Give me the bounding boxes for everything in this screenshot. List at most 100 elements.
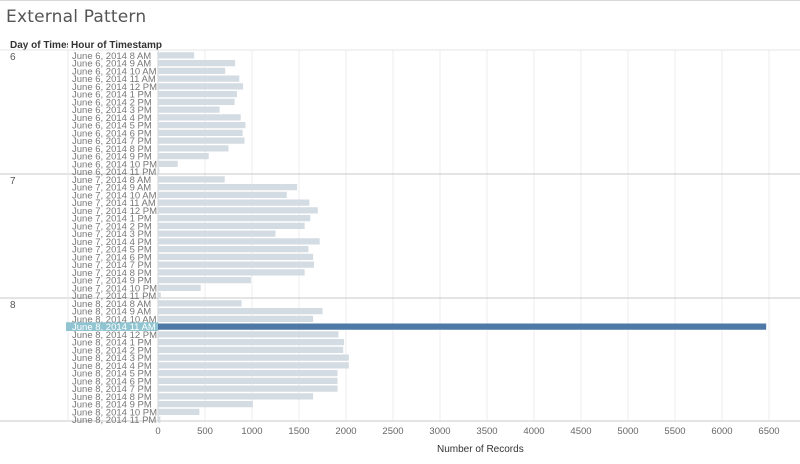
bar[interactable]: [158, 292, 161, 299]
x-tick-label: 4000: [523, 426, 544, 437]
hour-label: June 7, 2014 3 PM: [72, 229, 152, 240]
bar[interactable]: [158, 153, 209, 160]
hour-label: June 7, 2014 4 PM: [72, 237, 152, 248]
bar[interactable]: [158, 168, 160, 175]
bar[interactable]: [158, 145, 229, 152]
bar[interactable]: [158, 230, 276, 237]
hour-label: June 7, 2014 5 PM: [72, 245, 152, 256]
top-border: [0, 0, 800, 1]
bar[interactable]: [158, 176, 225, 183]
bar[interactable]: [158, 184, 298, 191]
hour-label: June 8, 2014 11 PM: [72, 415, 156, 426]
column-header-hour[interactable]: Hour of Timestamp: [71, 40, 162, 51]
x-tick-label: 3500: [476, 426, 497, 437]
bar[interactable]: [158, 277, 252, 284]
bar[interactable]: [158, 385, 338, 392]
hour-label: June 7, 2014 1 PM: [72, 214, 152, 225]
x-tick-label: 2000: [335, 426, 356, 437]
x-axis-title: Number of Records: [437, 444, 524, 455]
bar[interactable]: [158, 60, 236, 67]
hour-label: June 6, 2014 3 PM: [72, 105, 152, 116]
bar[interactable]: [158, 284, 201, 291]
hour-label: June 8, 2014 9 AM: [72, 307, 151, 318]
hour-label: June 8, 2014 8 PM: [72, 392, 152, 403]
bar[interactable]: [158, 122, 246, 129]
day-label: 7: [10, 176, 16, 187]
bar[interactable]: [158, 106, 220, 113]
bar[interactable]: [158, 246, 309, 253]
hour-label: June 7, 2014 8 PM: [72, 268, 152, 279]
bar[interactable]: [158, 137, 245, 144]
hour-label: June 6, 2014 5 PM: [72, 121, 152, 132]
hour-label: June 8, 2014 9 PM: [72, 400, 152, 411]
hour-label: June 6, 2014 10 AM: [72, 66, 157, 77]
hour-label: June 8, 2014 12 PM: [72, 330, 157, 341]
hour-label: June 8, 2014 5 PM: [72, 369, 152, 380]
bar[interactable]: [158, 75, 240, 82]
bar[interactable]: [158, 408, 200, 415]
bar[interactable]: [158, 370, 338, 377]
x-tick-label: 2500: [382, 426, 403, 437]
hour-label: June 6, 2014 10 PM: [72, 159, 157, 170]
hour-label: June 7, 2014 10 PM: [72, 283, 157, 294]
bar[interactable]: [158, 207, 318, 214]
bar[interactable]: [158, 308, 323, 315]
hour-label: June 8, 2014 11 AM: [72, 322, 156, 333]
bar[interactable]: [158, 346, 344, 353]
page-title: External Pattern: [6, 7, 147, 27]
bar[interactable]: [158, 401, 253, 408]
day-label: 6: [10, 52, 16, 63]
hour-label: June 7, 2014 2 PM: [72, 221, 152, 232]
bar[interactable]: [158, 315, 314, 322]
hour-label: June 6, 2014 9 AM: [72, 59, 151, 70]
x-tick-label: 1000: [241, 426, 262, 437]
bar[interactable]: [158, 253, 314, 260]
x-tick-label: 6000: [711, 426, 732, 437]
hour-label: June 6, 2014 2 PM: [72, 97, 152, 108]
x-tick-label: 5000: [617, 426, 638, 437]
bar[interactable]: [158, 222, 305, 229]
column-header-day[interactable]: Day of Timestamp: [10, 40, 68, 51]
bar[interactable]: [158, 238, 320, 245]
hour-label: June 6, 2014 8 AM: [72, 51, 151, 62]
hour-label: June 7, 2014 8 AM: [72, 175, 151, 186]
bar[interactable]: [158, 160, 178, 167]
hour-label: June 6, 2014 11 AM: [72, 74, 156, 85]
bar[interactable]: [158, 215, 311, 222]
bar[interactable]: [158, 300, 242, 307]
bar[interactable]: [158, 67, 226, 74]
bar[interactable]: [158, 191, 287, 198]
hour-label: June 6, 2014 12 PM: [72, 82, 157, 93]
bar[interactable]: [158, 331, 339, 338]
hour-label: June 7, 2014 7 PM: [72, 260, 152, 271]
hour-label: June 6, 2014 8 PM: [72, 144, 152, 155]
hour-label: June 6, 2014 4 PM: [72, 113, 152, 124]
bar[interactable]: [158, 52, 195, 59]
bar[interactable]: [158, 83, 244, 90]
bar-highlighted[interactable]: [158, 323, 767, 330]
bar[interactable]: [158, 261, 315, 268]
hour-label: June 8, 2014 8 AM: [72, 299, 151, 310]
bar[interactable]: [158, 416, 161, 423]
hour-label: June 8, 2014 3 PM: [72, 353, 152, 364]
bar[interactable]: [158, 91, 237, 98]
hour-label: June 6, 2014 11 PM: [72, 167, 156, 178]
bar[interactable]: [158, 377, 338, 384]
bar[interactable]: [158, 269, 305, 276]
hour-label: June 7, 2014 9 PM: [72, 276, 152, 287]
hour-label: June 6, 2014 9 PM: [72, 152, 152, 163]
bar[interactable]: [158, 362, 349, 369]
bar[interactable]: [158, 114, 241, 121]
x-tick-label: 5500: [664, 426, 685, 437]
bar[interactable]: [158, 354, 349, 361]
bar[interactable]: [158, 199, 310, 206]
bar[interactable]: [158, 339, 345, 346]
hour-label: June 7, 2014 10 AM: [72, 190, 157, 201]
bar[interactable]: [158, 393, 314, 400]
x-tick-label: 3000: [429, 426, 450, 437]
bar[interactable]: [158, 129, 243, 136]
hour-label: June 7, 2014 11 PM: [72, 291, 156, 302]
bar[interactable]: [158, 98, 235, 105]
x-tick-label: 6500: [758, 426, 779, 437]
